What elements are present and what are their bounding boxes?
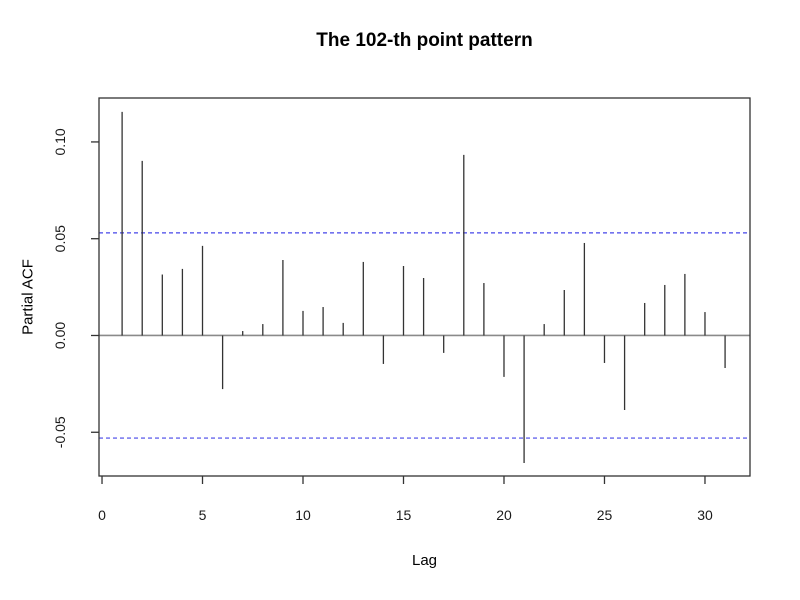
y-tick-label: 0.00 bbox=[52, 322, 68, 349]
chart-title: The 102-th point pattern bbox=[316, 30, 533, 51]
y-axis-title: Partial ACF bbox=[19, 259, 37, 335]
x-tick-label: 25 bbox=[597, 507, 613, 523]
x-tick-label: 10 bbox=[295, 507, 311, 523]
x-tick-label: 5 bbox=[199, 507, 207, 523]
x-tick-label: 15 bbox=[396, 507, 412, 523]
x-tick-label: 0 bbox=[98, 507, 106, 523]
y-tick-label: 0.05 bbox=[52, 225, 68, 252]
y-tick-label: 0.10 bbox=[52, 128, 68, 155]
y-tick-label: -0.05 bbox=[52, 416, 68, 448]
plot-frame bbox=[98, 97, 751, 477]
x-tick-label: 30 bbox=[697, 507, 713, 523]
x-tick-label: 20 bbox=[496, 507, 512, 523]
x-axis-title: Lag bbox=[411, 552, 438, 569]
